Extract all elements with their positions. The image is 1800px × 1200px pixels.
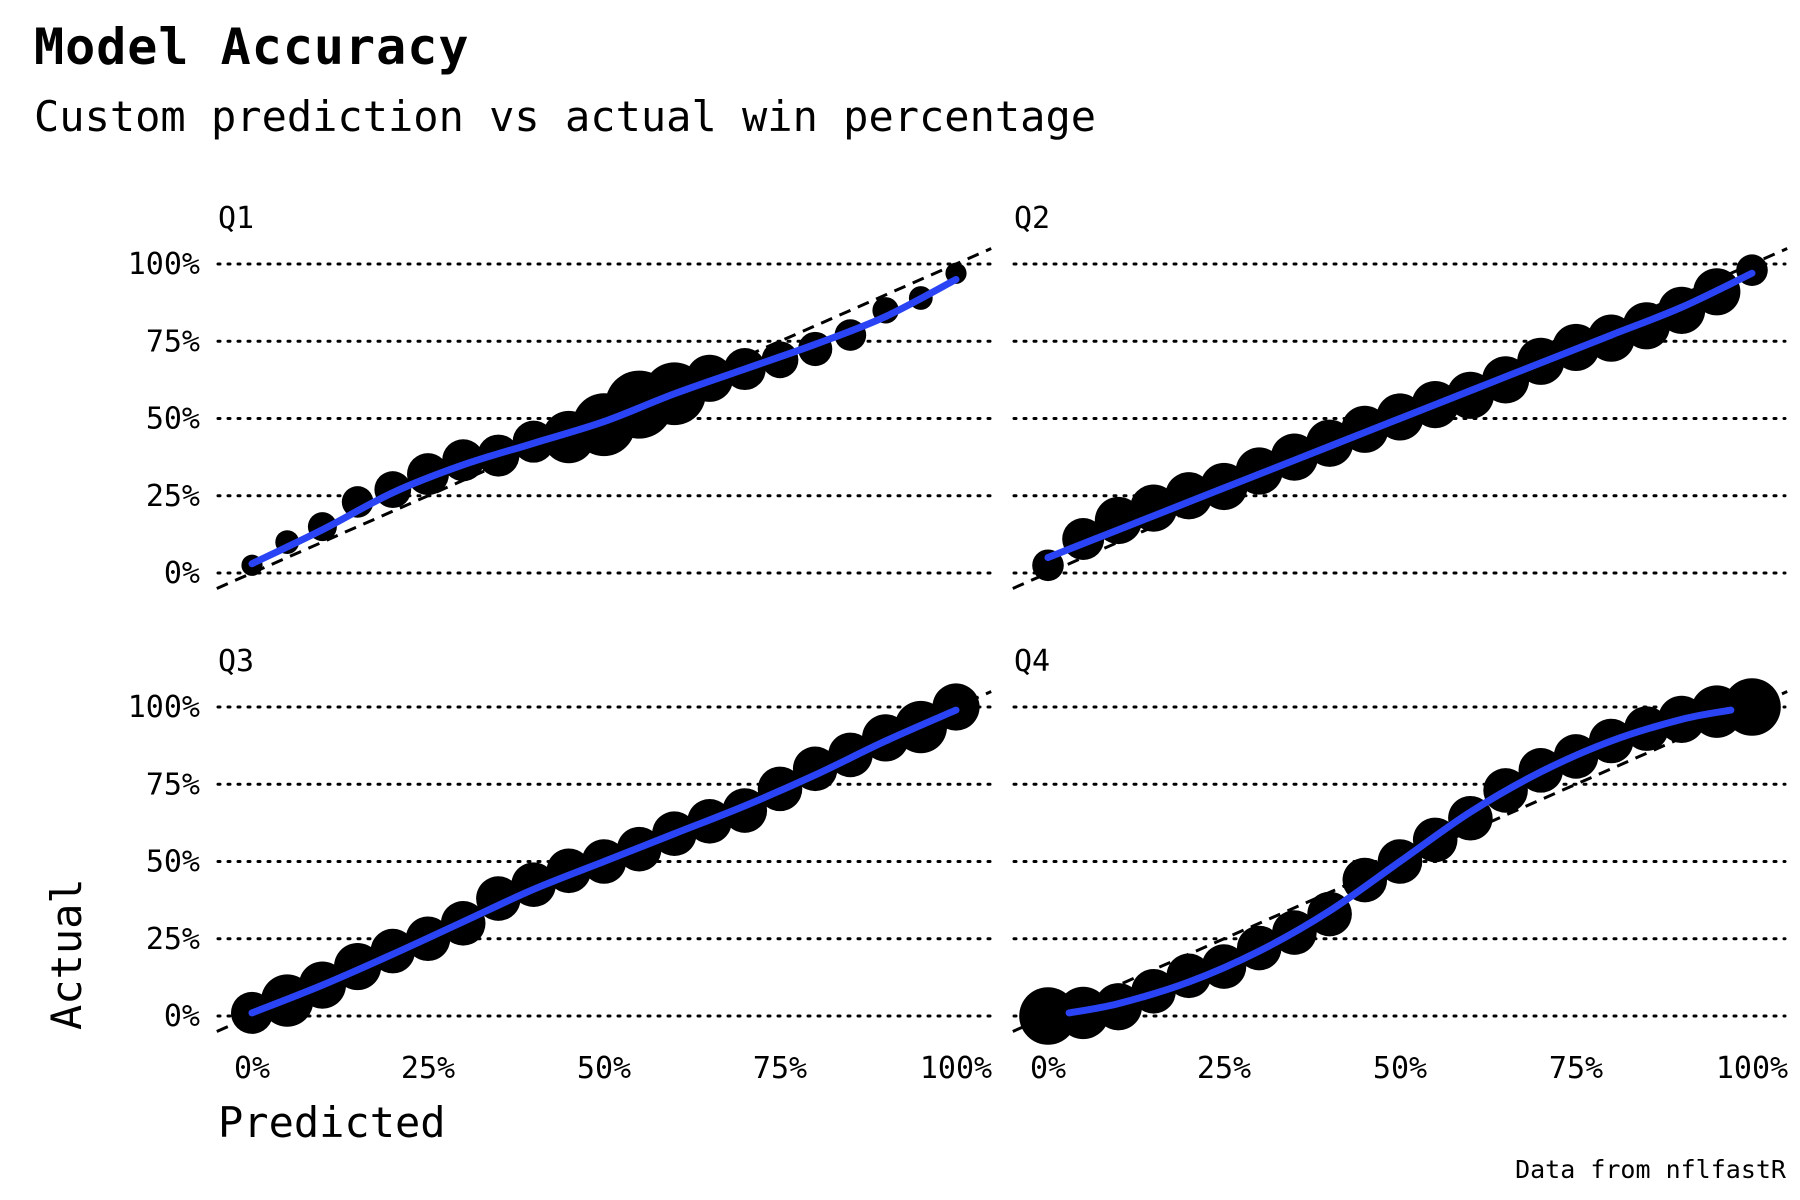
y-tick-label: 75% [146, 324, 200, 359]
facet-panel-q2: Q2 [1012, 201, 1788, 590]
facet-label: Q1 [218, 201, 254, 236]
y-tick-label: 25% [146, 922, 200, 957]
x-tick-label: 100% [1716, 1051, 1788, 1086]
y-tick-label: 100% [128, 247, 200, 282]
x-tick-label: 50% [1373, 1051, 1427, 1086]
y-axis-label: Actual [42, 878, 91, 1030]
y-tick-label: 0% [164, 556, 200, 591]
facet-panel-q3: Q3 0% 25% 50% 75% 100% 0% 25% 50% 75% 100% [128, 644, 992, 1086]
x-tick-label: 75% [1549, 1051, 1603, 1086]
x-tick-label: 25% [401, 1051, 455, 1086]
facet-panel-q4: Q4 0% 25% 50% 75% 100% [1012, 644, 1788, 1086]
y-tick-label: 50% [146, 845, 200, 880]
facet-label: Q2 [1014, 201, 1050, 236]
facet-panel-q1: Q1 0% 25% 50% 75% 100% [128, 201, 992, 591]
chart-subtitle: Custom prediction vs actual win percenta… [34, 92, 1097, 141]
x-tick-label: 0% [1030, 1051, 1066, 1086]
fit-line [248, 275, 960, 568]
x-tick-label: 25% [1197, 1051, 1251, 1086]
y-tick-label: 100% [128, 690, 200, 725]
x-tick-label: 50% [577, 1051, 631, 1086]
fit-line [1044, 269, 1756, 562]
data-point [1723, 678, 1781, 736]
y-tick-label: 75% [146, 767, 200, 802]
facet-label: Q3 [218, 644, 254, 679]
source-caption: Data from nflfastR [1515, 1155, 1786, 1184]
chart-title: Model Accuracy [34, 18, 470, 76]
y-tick-label: 25% [146, 479, 200, 514]
x-tick-label: 75% [753, 1051, 807, 1086]
x-tick-label: 0% [234, 1051, 270, 1086]
x-tick-label: 100% [920, 1051, 992, 1086]
facet-label: Q4 [1014, 644, 1050, 679]
x-axis-label: Predicted [218, 1098, 446, 1147]
y-tick-label: 0% [164, 999, 200, 1034]
fit-line [248, 706, 960, 1017]
y-tick-label: 50% [146, 402, 200, 437]
fit-line [1065, 706, 1735, 1017]
